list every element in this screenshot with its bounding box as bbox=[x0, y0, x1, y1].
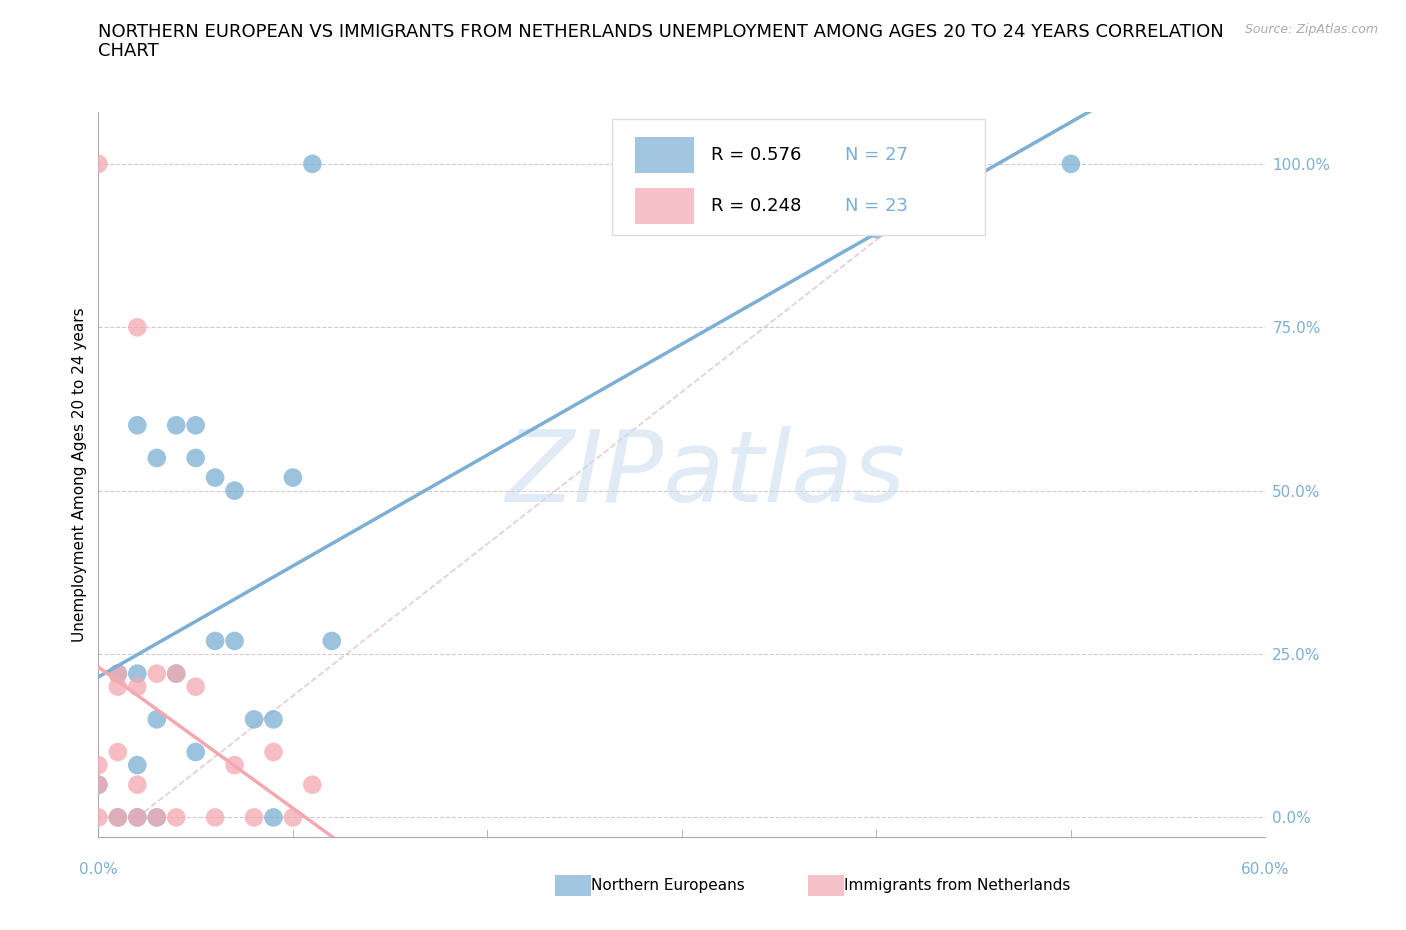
Point bbox=[127, 810, 149, 825]
Point bbox=[262, 810, 284, 825]
Point bbox=[146, 450, 169, 465]
Text: 0.0%: 0.0% bbox=[79, 862, 118, 877]
Text: N = 27: N = 27 bbox=[845, 146, 908, 164]
FancyBboxPatch shape bbox=[612, 119, 986, 235]
Point bbox=[865, 221, 887, 236]
Text: N = 23: N = 23 bbox=[845, 197, 908, 215]
Text: 60.0%: 60.0% bbox=[1241, 862, 1289, 877]
Point bbox=[165, 666, 187, 681]
Bar bbox=[636, 188, 693, 224]
Point bbox=[224, 758, 246, 773]
Y-axis label: Unemployment Among Ages 20 to 24 years: Unemployment Among Ages 20 to 24 years bbox=[72, 307, 87, 642]
Point bbox=[224, 484, 246, 498]
Point bbox=[127, 666, 149, 681]
Point bbox=[243, 810, 266, 825]
Text: Source: ZipAtlas.com: Source: ZipAtlas.com bbox=[1244, 23, 1378, 36]
Point bbox=[146, 666, 169, 681]
Point bbox=[87, 156, 110, 171]
Point bbox=[301, 777, 323, 792]
Text: ZIPatlas: ZIPatlas bbox=[505, 426, 905, 523]
Point bbox=[204, 633, 226, 648]
Point bbox=[146, 810, 169, 825]
Point bbox=[1060, 156, 1083, 171]
Text: NORTHERN EUROPEAN VS IMMIGRANTS FROM NETHERLANDS UNEMPLOYMENT AMONG AGES 20 TO 2: NORTHERN EUROPEAN VS IMMIGRANTS FROM NET… bbox=[98, 23, 1225, 41]
Point bbox=[224, 633, 246, 648]
Point bbox=[127, 320, 149, 335]
Point bbox=[281, 810, 304, 825]
Point bbox=[321, 633, 343, 648]
Point bbox=[87, 777, 110, 792]
Point bbox=[262, 745, 284, 760]
Point bbox=[184, 418, 207, 432]
Point bbox=[107, 745, 129, 760]
Point bbox=[165, 810, 187, 825]
Point bbox=[127, 679, 149, 694]
Text: R = 0.576: R = 0.576 bbox=[711, 146, 801, 164]
Point bbox=[243, 712, 266, 727]
Point bbox=[107, 679, 129, 694]
Point bbox=[165, 418, 187, 432]
Point bbox=[146, 712, 169, 727]
Point bbox=[204, 471, 226, 485]
Text: Immigrants from Netherlands: Immigrants from Netherlands bbox=[844, 878, 1070, 893]
Point bbox=[281, 471, 304, 485]
Point bbox=[127, 758, 149, 773]
Point bbox=[301, 156, 323, 171]
Text: Northern Europeans: Northern Europeans bbox=[591, 878, 744, 893]
Point bbox=[127, 777, 149, 792]
Point bbox=[107, 666, 129, 681]
Point bbox=[127, 418, 149, 432]
Point bbox=[165, 666, 187, 681]
Bar bbox=[636, 137, 693, 173]
Point bbox=[107, 810, 129, 825]
Point bbox=[107, 666, 129, 681]
Point bbox=[262, 712, 284, 727]
Point bbox=[146, 810, 169, 825]
Point bbox=[107, 810, 129, 825]
Text: CHART: CHART bbox=[98, 42, 159, 60]
Point bbox=[204, 810, 226, 825]
Text: R = 0.248: R = 0.248 bbox=[711, 197, 801, 215]
Point bbox=[87, 810, 110, 825]
Point bbox=[184, 745, 207, 760]
Point bbox=[87, 777, 110, 792]
Point bbox=[184, 450, 207, 465]
Point bbox=[127, 810, 149, 825]
Point bbox=[87, 758, 110, 773]
Point bbox=[184, 679, 207, 694]
